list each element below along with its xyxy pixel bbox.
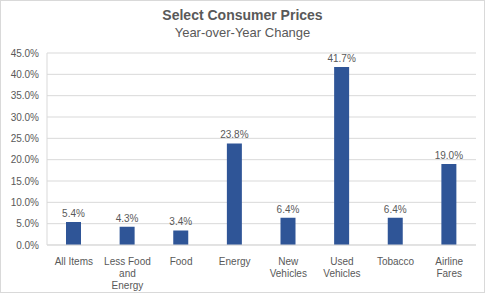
svg-text:All Items: All Items — [55, 256, 93, 267]
svg-text:40.0%: 40.0% — [11, 69, 39, 80]
svg-text:10.0%: 10.0% — [11, 197, 39, 208]
svg-text:23.8%: 23.8% — [220, 129, 248, 140]
svg-text:UsedVehicles: UsedVehicles — [323, 256, 360, 279]
svg-text:20.0%: 20.0% — [11, 154, 39, 165]
svg-text:6.4%: 6.4% — [384, 204, 407, 215]
svg-text:Energy: Energy — [219, 256, 251, 267]
svg-text:19.0%: 19.0% — [435, 150, 463, 161]
svg-text:Tobacco: Tobacco — [377, 256, 415, 267]
svg-text:35.0%: 35.0% — [11, 90, 39, 101]
svg-text:3.4%: 3.4% — [169, 216, 192, 227]
svg-text:30.0%: 30.0% — [11, 112, 39, 123]
html-text:Select Consumer Prices: Select Consumer Prices — [162, 7, 323, 23]
svg-text:NewVehicles: NewVehicles — [270, 256, 307, 279]
svg-text:5.0%: 5.0% — [16, 218, 39, 229]
svg-text:15.0%: 15.0% — [11, 176, 39, 187]
svg-text:5.4%: 5.4% — [62, 208, 85, 219]
svg-text:41.7%: 41.7% — [327, 53, 355, 64]
svg-text:45.0%: 45.0% — [11, 48, 39, 59]
html-text:Year-over-Year Change: Year-over-Year Change — [174, 25, 311, 40]
svg-text:25.0%: 25.0% — [11, 133, 39, 144]
svg-text:Less FoodandEnergy: Less FoodandEnergy — [104, 256, 151, 291]
svg-text:AirlineFares: AirlineFares — [435, 256, 463, 279]
svg-text:Food: Food — [170, 256, 193, 267]
svg-text:6.4%: 6.4% — [277, 204, 300, 215]
svg-text:0.0%: 0.0% — [16, 240, 39, 251]
svg-text:4.3%: 4.3% — [116, 213, 139, 224]
